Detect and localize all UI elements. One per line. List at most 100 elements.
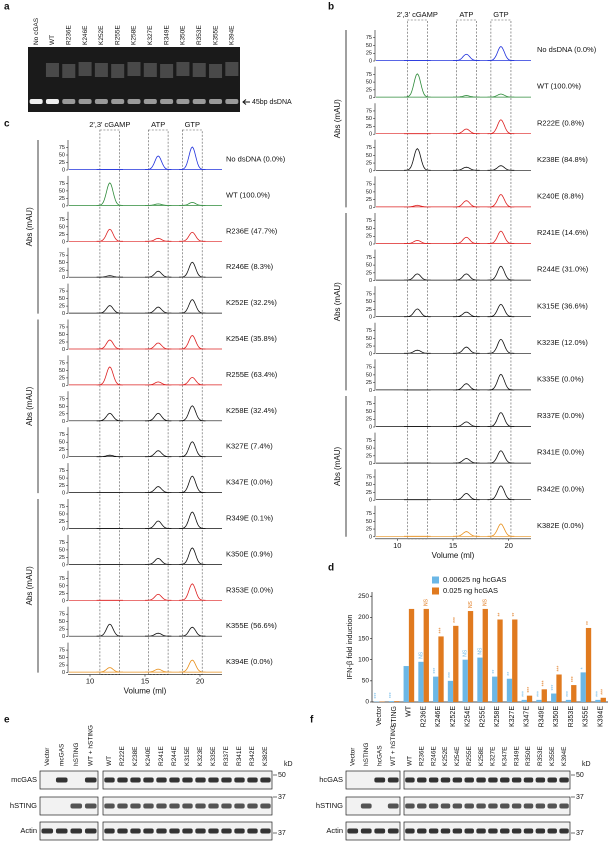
y-tick-label: 25 xyxy=(366,124,372,130)
y-tick-label: 25 xyxy=(59,196,65,202)
peak xyxy=(453,531,480,537)
significance: NS xyxy=(468,600,474,608)
blot-band xyxy=(547,828,557,834)
x-tick-label: WT xyxy=(406,705,413,717)
y-tick-label: 25 xyxy=(366,161,372,167)
panel-label: b xyxy=(328,2,334,13)
lane-label: Vector xyxy=(349,747,356,766)
y-tick-label: 75 xyxy=(59,217,65,223)
gel-smear xyxy=(143,63,157,77)
row-label: Actin xyxy=(20,826,37,835)
lane-label: K258E xyxy=(478,746,485,766)
blot-band xyxy=(488,828,498,834)
bar xyxy=(423,608,429,702)
y-tick-label: 75 xyxy=(366,255,372,261)
gel-band xyxy=(209,99,223,104)
trace-label: K327E (7.4%) xyxy=(226,442,273,451)
y-tick-label: 75 xyxy=(366,438,372,444)
panel-label: c xyxy=(4,119,10,130)
significance: ** xyxy=(512,613,518,617)
blot-band xyxy=(417,803,427,809)
blot-band xyxy=(500,803,510,809)
y-tick-label: 50 xyxy=(366,80,372,86)
blot-band xyxy=(500,777,510,783)
blot-band xyxy=(440,777,451,783)
x-tick-label: 20 xyxy=(505,541,513,550)
lane-label: K355E xyxy=(549,746,556,766)
y-tick-label: 25 xyxy=(59,304,65,310)
blot-band xyxy=(169,777,180,783)
y-tick-label: 75 xyxy=(59,360,65,366)
blot-band xyxy=(488,803,498,809)
lane-label: No cGAS xyxy=(33,17,40,45)
trace-label: K315E (36.6%) xyxy=(537,301,588,310)
blot-band xyxy=(387,828,399,834)
gel-band xyxy=(94,99,108,104)
significance: *** xyxy=(453,617,459,623)
peak xyxy=(404,73,431,98)
peak xyxy=(487,265,515,281)
y-tick-label: 50 xyxy=(366,43,372,49)
y-tick-label: 0 xyxy=(62,383,65,389)
y-tick-label: 75 xyxy=(59,145,65,151)
blot-band xyxy=(547,777,557,783)
peak xyxy=(145,520,172,529)
y-tick-label: 0 xyxy=(62,634,65,640)
y-tick-label: 75 xyxy=(366,108,372,114)
peak-label: GTP xyxy=(185,120,200,129)
bar xyxy=(447,680,454,702)
x-tick-label: K394E xyxy=(597,706,604,727)
y-tick-label: 0 xyxy=(369,132,372,138)
significance: *** xyxy=(448,672,454,678)
marker-label: 45bp dsDNA xyxy=(252,99,292,106)
x-tick-label: K347E xyxy=(524,706,531,727)
peak xyxy=(453,128,480,135)
lane-label: K327E xyxy=(490,746,497,766)
blot-band xyxy=(260,803,271,809)
blot-band xyxy=(143,828,154,834)
peak-label: GTP xyxy=(493,10,508,19)
y-tick-label: 0 xyxy=(62,670,65,676)
x-tick-label: K327E xyxy=(509,706,516,727)
y-tick-label: 50 xyxy=(59,224,65,230)
blot-frame xyxy=(39,796,99,816)
y-tick-label: 50 xyxy=(366,226,372,232)
bar xyxy=(512,619,518,702)
y-axis-label: Abs (mAU) xyxy=(25,566,34,605)
blot-band xyxy=(104,803,115,809)
blot-band xyxy=(360,803,372,809)
peak xyxy=(96,667,123,673)
peak xyxy=(96,275,123,278)
peak xyxy=(453,95,480,98)
blot-band xyxy=(41,828,54,834)
blot-band xyxy=(221,828,232,834)
lane-label: WT xyxy=(49,35,56,45)
blot-band xyxy=(511,828,522,834)
y-axis-label: Abs (mAU) xyxy=(333,99,342,138)
peak xyxy=(453,200,480,208)
significance: ** xyxy=(492,670,498,674)
lane-label: K335E xyxy=(210,746,217,766)
peak-label: ATP xyxy=(151,120,165,129)
blot-band xyxy=(260,828,271,834)
trace-label: K240E (8.8%) xyxy=(537,192,584,201)
gel-band xyxy=(62,99,76,104)
peak xyxy=(96,182,123,206)
lane-label: R342E xyxy=(249,745,256,766)
legend-swatch xyxy=(432,587,439,595)
lane-label: K252E xyxy=(98,25,105,45)
y-tick-label: 25 xyxy=(366,197,372,203)
significance: NS xyxy=(483,598,489,606)
peak xyxy=(487,119,515,135)
blot-band xyxy=(535,828,546,834)
significance: * xyxy=(581,667,587,669)
x-tick-label: 15 xyxy=(141,677,149,686)
blot-frame xyxy=(403,770,571,790)
y-tick-label: 0 xyxy=(62,419,65,425)
bar xyxy=(521,699,527,702)
kd-label: 50 xyxy=(278,772,286,779)
blot-band xyxy=(182,803,193,809)
y-tick-label: 50 xyxy=(59,583,65,589)
trace-label: No dsDNA (0.0%) xyxy=(537,45,597,54)
